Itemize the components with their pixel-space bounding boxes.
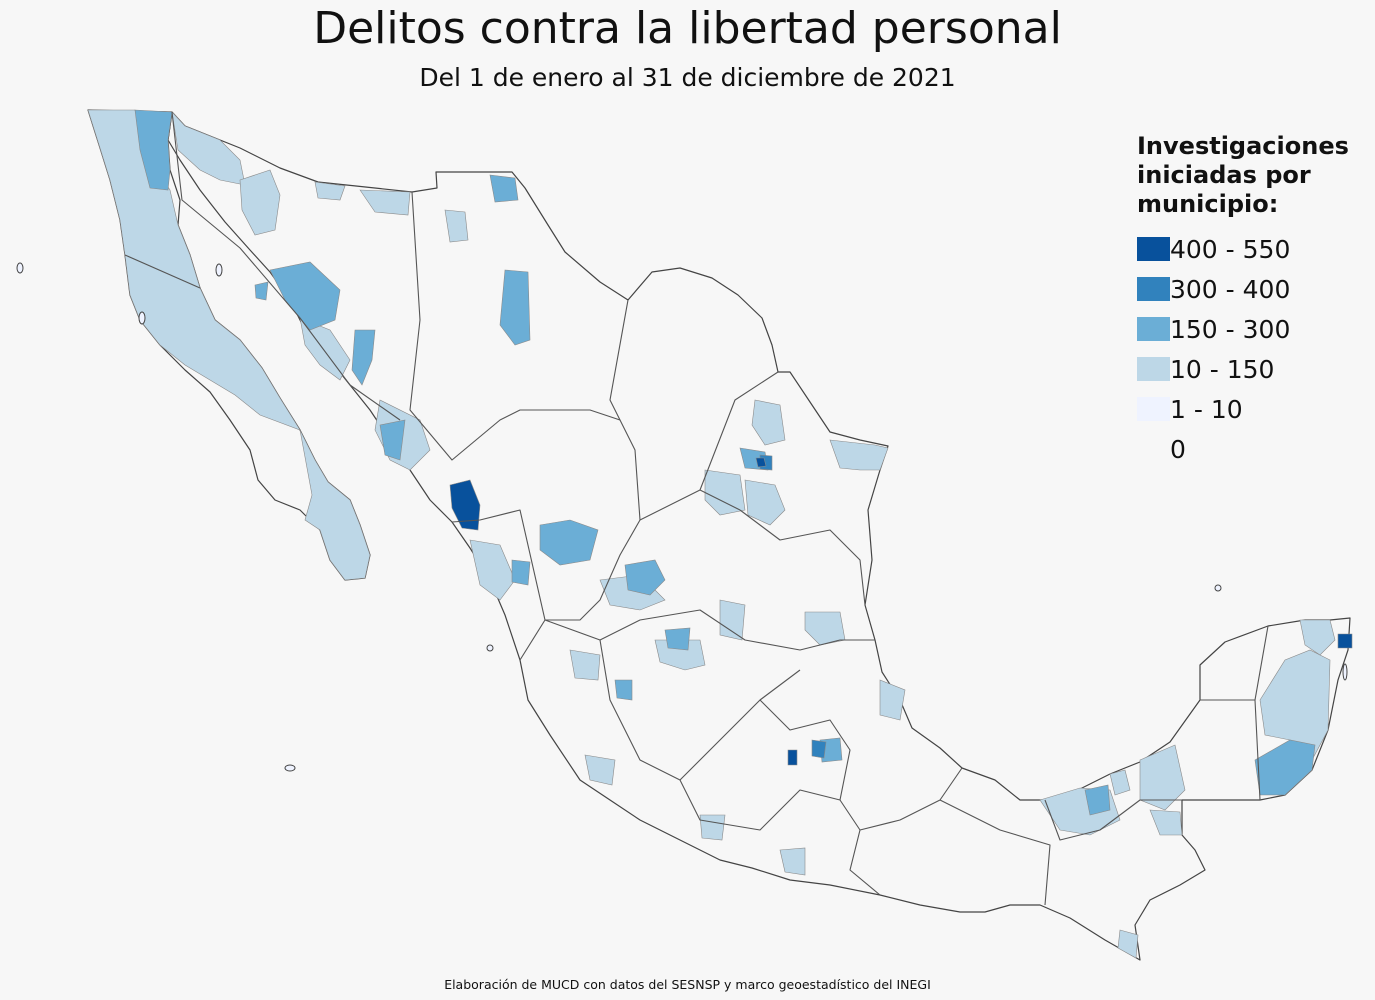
legend-swatch: [1137, 437, 1170, 461]
legend-label: 1 - 10: [1170, 394, 1243, 424]
source-note: Elaboración de MUCD con datos del SESNSP…: [444, 977, 931, 992]
legend-item: 0: [1137, 429, 1367, 469]
legend-item: 10 - 150: [1137, 349, 1367, 389]
legend-swatch: [1137, 397, 1170, 421]
legend-label: 10 - 150: [1170, 354, 1275, 384]
legend-item: 1 - 10: [1137, 389, 1367, 429]
legend-title: Investigaciones iniciadas por municipio:: [1137, 132, 1349, 218]
map-title: Delitos contra la libertad personal: [313, 3, 1062, 54]
islands: [16, 262, 1348, 772]
legend-swatch: [1137, 357, 1170, 381]
legend-swatch: [1137, 277, 1170, 301]
legend-label: 0: [1170, 434, 1186, 464]
legend: Investigaciones iniciadas por municipio:…: [1137, 132, 1367, 469]
legend-item: 150 - 300: [1137, 309, 1367, 349]
legend-swatch: [1137, 317, 1170, 341]
legend-item: 400 - 550: [1137, 229, 1367, 269]
legend-item: 300 - 400: [1137, 269, 1367, 309]
legend-swatch: [1137, 237, 1170, 261]
legend-label: 300 - 400: [1170, 274, 1291, 304]
legend-label: 400 - 550: [1170, 234, 1291, 264]
shaded-municipios: [87, 109, 1353, 959]
map-subtitle: Del 1 de enero al 31 de diciembre de 202…: [419, 63, 956, 92]
state-borders: [124, 111, 1269, 906]
legend-label: 150 - 300: [1170, 314, 1291, 344]
